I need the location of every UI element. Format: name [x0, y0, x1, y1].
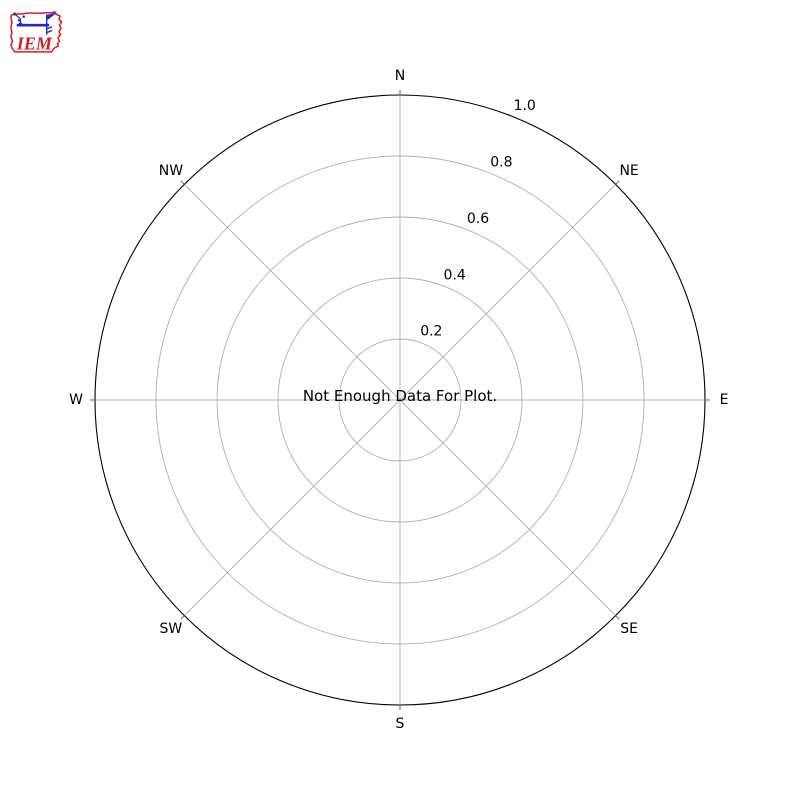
- radial-tick-label: 0.2: [420, 324, 442, 340]
- direction-label: W: [69, 392, 83, 408]
- theta-tick: [180, 180, 185, 185]
- theta-tick: [180, 615, 185, 620]
- direction-label: NW: [159, 163, 183, 179]
- direction-label: SW: [160, 621, 183, 637]
- theta-tick-marks: [90, 90, 710, 710]
- angular-gridline: [184, 399, 401, 616]
- theta-tick: [615, 615, 620, 620]
- angular-gridline: [399, 399, 616, 616]
- iem-logo-text: IEM: [16, 34, 53, 54]
- direction-label: S: [396, 716, 405, 732]
- theta-tick: [615, 180, 620, 185]
- radial-tick-label: 0.4: [444, 267, 466, 283]
- radial-tick-label: 0.6: [467, 211, 489, 227]
- weather-station-icon: [13, 12, 58, 35]
- angular-gridlines: [95, 95, 705, 705]
- radial-tick-label: 0.8: [490, 155, 512, 171]
- direction-label: NE: [619, 163, 638, 179]
- radial-tick-labels: 0.2 0.4 0.6 0.8 1.0: [420, 98, 536, 339]
- no-data-annotation: Not Enough Data For Plot.: [303, 387, 497, 405]
- iowa-state-outline: [10, 11, 63, 53]
- direction-label: E: [720, 392, 729, 408]
- angular-gridline: [399, 184, 616, 401]
- radial-tick-label: 1.0: [514, 98, 536, 114]
- direction-labels: N NE E SE S SW W NW: [69, 68, 728, 732]
- direction-label: SE: [620, 621, 638, 637]
- iem-logo: IEM: [10, 11, 63, 54]
- angular-gridline: [184, 184, 401, 401]
- direction-label: N: [395, 68, 405, 84]
